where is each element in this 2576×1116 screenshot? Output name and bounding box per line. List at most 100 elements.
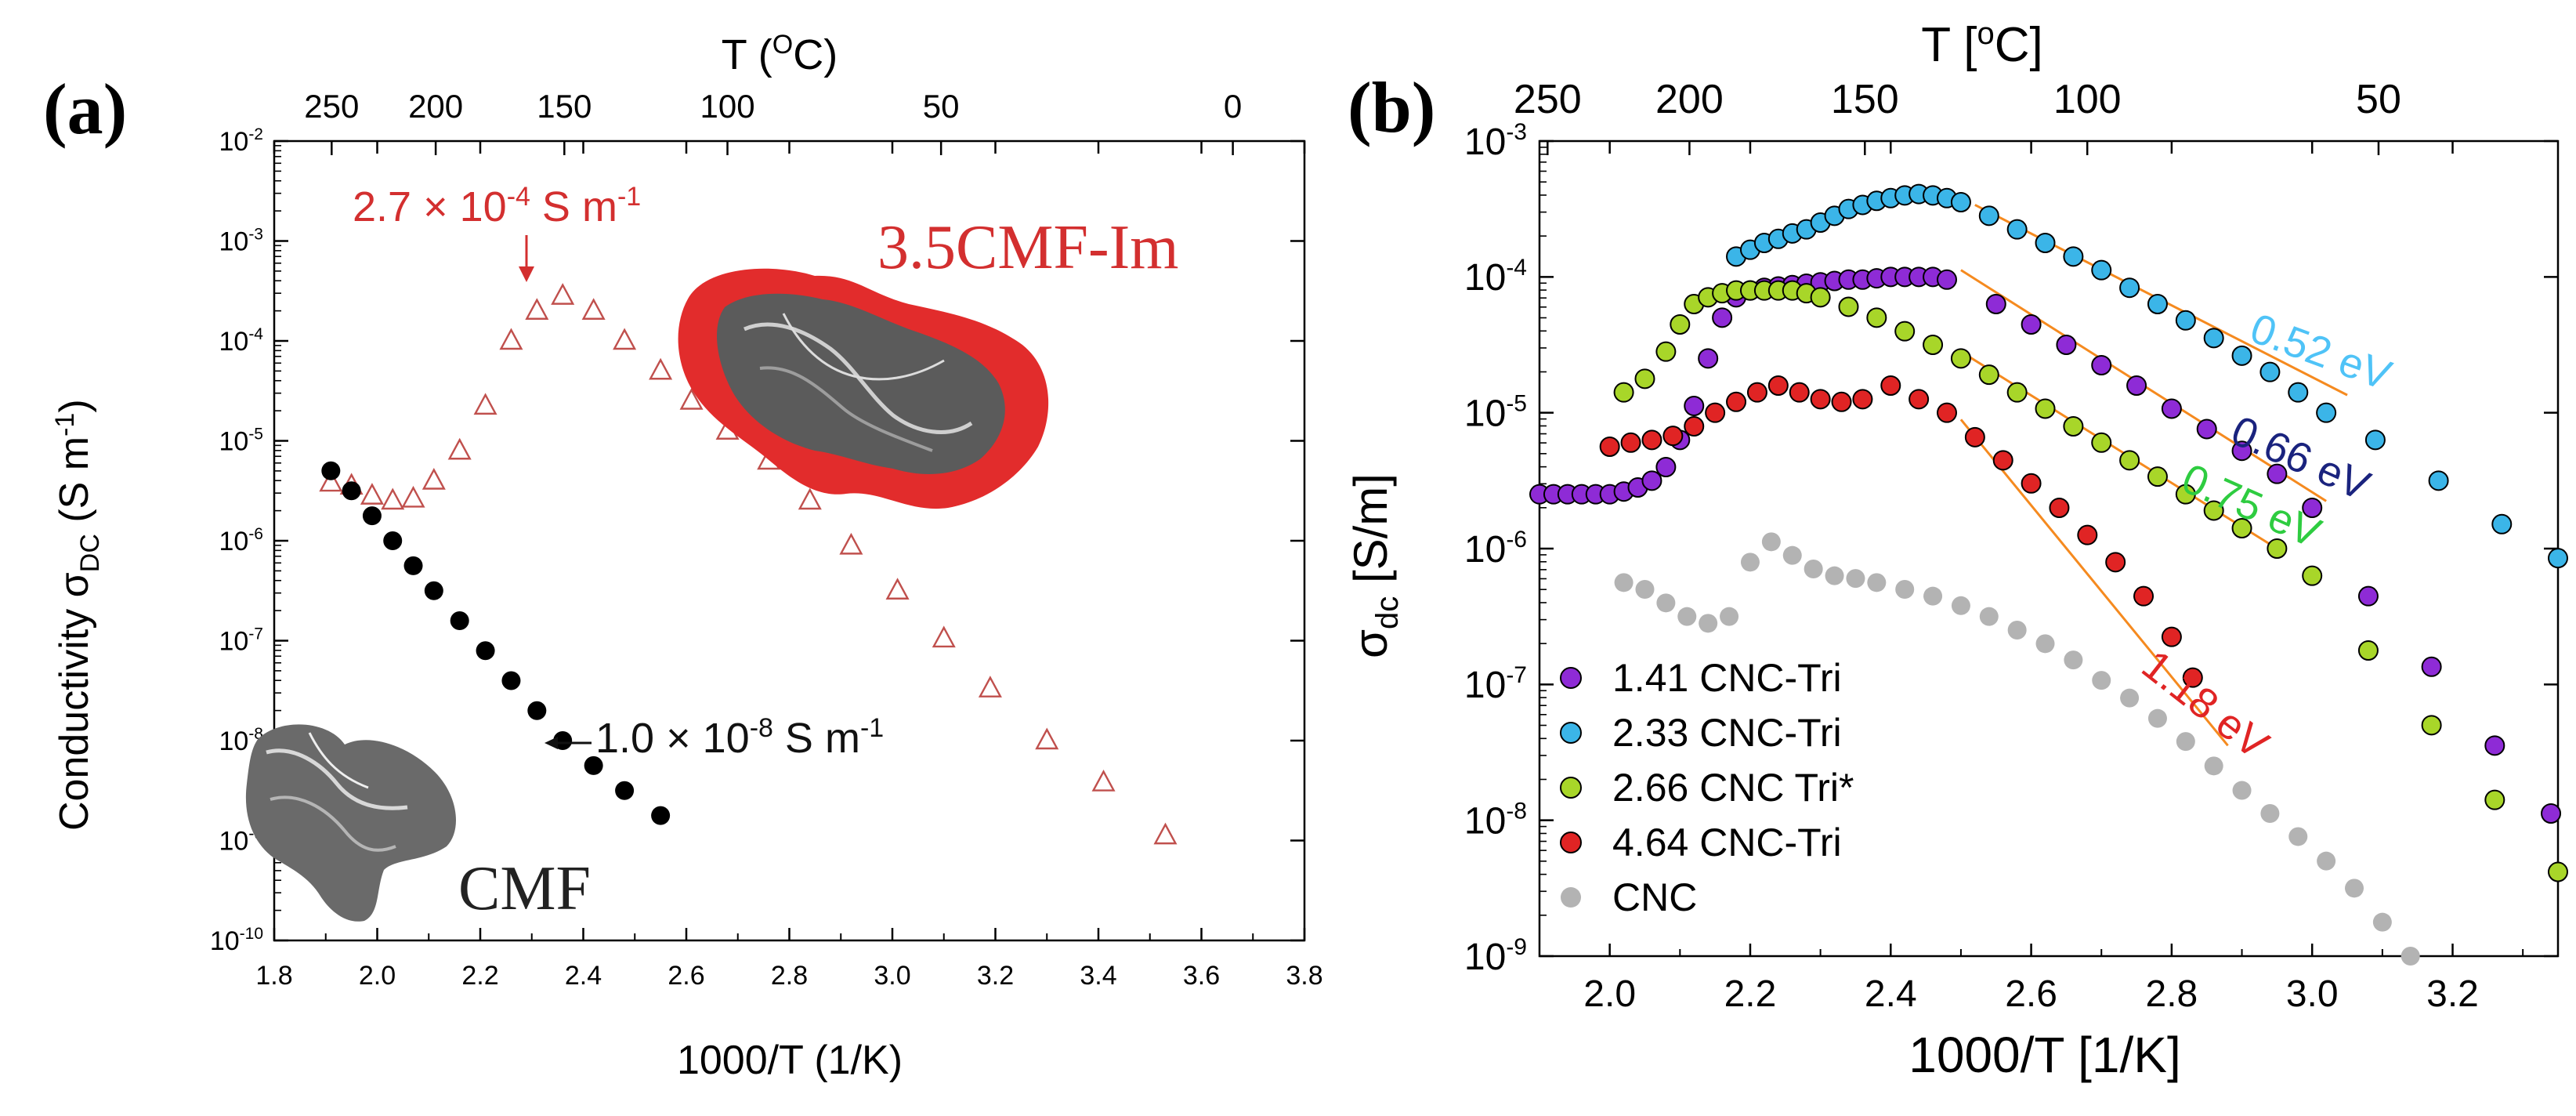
legend-marker	[1560, 667, 1582, 689]
panel-b-top-label-main: T [	[1921, 18, 1977, 72]
data-point-2-33-cnc-tri	[2288, 382, 2309, 403]
data-point-cnc	[1720, 607, 1739, 626]
data-point-cnc	[1656, 593, 1676, 613]
data-point-2-66-cnc-tri-	[2006, 382, 2028, 403]
data-point-4-64-cnc-tri	[1767, 375, 1789, 396]
b-x-tick-label: 2.8	[2146, 973, 2198, 1015]
cmf-im-data-point	[613, 328, 637, 350]
activation-energy-fit-line	[1959, 418, 2229, 747]
data-point-4-64-cnc-tri	[1908, 389, 1930, 410]
data-point-4-64-cnc-tri	[1662, 426, 1684, 447]
data-point-4-64-cnc-tri	[1880, 375, 1901, 396]
b-y-tick-label-exp: -7	[1506, 662, 1527, 688]
data-point-2-66-cnc-tri-	[1838, 296, 1859, 317]
legend-marker	[1560, 832, 1582, 853]
cmf-data-point	[615, 781, 635, 800]
panel-b-y-label-main: σ	[1344, 629, 1397, 658]
cmf-data-point	[321, 461, 341, 480]
data-point-1-41-cnc-tri	[1641, 470, 1662, 491]
data-point-cnc	[2260, 804, 2280, 823]
b-y-tick-label-base: 10	[1464, 121, 1506, 163]
b-y-tick-label-base: 10	[1464, 800, 1506, 842]
cmf-data-point	[362, 506, 382, 526]
panel-b-y-axis-label: σdc [S/m]	[1344, 473, 1405, 658]
data-point-cnc	[1923, 586, 1943, 606]
data-point-cnc	[1979, 607, 1999, 626]
cmf-data-point	[584, 755, 603, 775]
cmf-im-data-point	[473, 393, 497, 415]
data-point-2-33-cnc-tri	[2231, 345, 2252, 366]
panel-b-top-ticks: 250 200 150 100 50	[1514, 77, 2401, 155]
b-x-tick-label: 2.6	[2005, 973, 2057, 1015]
data-point-2-66-cnc-tri-	[2357, 640, 2379, 661]
data-point-2-66-cnc-tri-	[1810, 287, 1831, 308]
cmf-im-data-point	[649, 357, 673, 380]
a-x-tick-label: 2.6	[668, 961, 704, 991]
panel-a-x-ticks: 1.8 2.0 2.2 2.4 2.6 2.8 3.0 3.2 3.4 3.6 3.8	[255, 141, 1323, 991]
b-top-tick-label: 250	[1514, 77, 1582, 122]
cmf-data-point	[383, 531, 403, 550]
data-point-2-66-cnc-tri-	[2231, 518, 2252, 538]
data-point-cnc	[2035, 634, 2055, 654]
data-point-2-33-cnc-tri	[2548, 548, 2568, 569]
data-point-2-33-cnc-tri	[2035, 233, 2056, 253]
b-x-tick-label: 3.2	[2426, 973, 2479, 1015]
data-point-2-33-cnc-tri	[2491, 513, 2513, 534]
cmf-im-data-point	[932, 625, 956, 648]
b-y-tick-label: 10-4	[1464, 255, 1527, 299]
data-point-2-66-cnc-tri-	[1950, 348, 1971, 369]
cmf-data-point	[651, 806, 671, 825]
data-point-2-33-cnc-tri	[2364, 429, 2386, 451]
panel-a-label: (a)	[43, 69, 127, 149]
panel-a-series	[319, 283, 1178, 845]
legend-label: 2.33 CNC-Tri	[1612, 711, 1842, 755]
b-y-tick-label-base: 10	[1464, 665, 1506, 706]
data-point-cnc	[1635, 580, 1655, 599]
cmf-im-data-point	[360, 483, 384, 505]
a-top-tick-label: 250	[304, 88, 359, 125]
data-point-2-33-cnc-tri	[2175, 310, 2196, 331]
data-point-4-64-cnc-tri	[1641, 429, 1662, 451]
data-point-cnc	[1761, 532, 1781, 552]
a-y-tick-label-exp: -5	[248, 425, 263, 443]
data-point-4-64-cnc-tri	[1599, 437, 1620, 457]
cmf-data-point	[476, 641, 495, 661]
b-top-tick-label: 100	[2053, 77, 2122, 122]
data-point-cnc	[2092, 671, 2111, 690]
panel-a-y-ticks: 10-210-310-410-510-610-710-810-910-10	[210, 125, 1304, 956]
activation-energy-label: 1.18 eV	[2133, 641, 2278, 768]
b-y-tick-label: 10-6	[1464, 527, 1527, 571]
a-x-tick-label: 2.4	[565, 961, 602, 991]
data-point-cnc	[1867, 573, 1887, 592]
panel-b-y-label-sub: dc	[1370, 596, 1405, 629]
a-y-tick-label-exp: -10	[240, 925, 263, 943]
panel-a-top-label-main: T (	[722, 31, 772, 78]
b-y-tick-label-exp: -5	[1506, 390, 1527, 416]
panel-b-top-label-close: C]	[1995, 18, 2043, 72]
legend-label: CNC	[1612, 875, 1697, 919]
cmf-im-data-point	[1153, 822, 1178, 845]
cmf-im-data-point	[581, 298, 606, 320]
legend-marker	[1560, 722, 1582, 744]
data-point-2-66-cnc-tri-	[2091, 432, 2112, 453]
a-y-tick-label-base: 10	[219, 726, 248, 756]
data-point-cnc	[2345, 879, 2364, 898]
data-point-4-64-cnc-tri	[2021, 473, 2042, 494]
cmf-label: CMF	[458, 854, 591, 923]
a-y-tick-label: 10-2	[219, 125, 263, 157]
cmf-data-point	[527, 701, 547, 720]
b-y-tick-label-base: 10	[1464, 937, 1506, 978]
data-point-cnc	[2176, 732, 2195, 752]
cmf-im-data-point	[499, 328, 523, 350]
b-x-tick-label: 3.0	[2286, 973, 2339, 1015]
data-point-2-33-cnc-tri	[2063, 246, 2084, 267]
panel-a-y-label-unit-sup: -1	[50, 413, 80, 437]
b-y-tick-label-exp: -4	[1506, 255, 1527, 281]
b-y-tick-label-base: 10	[1464, 529, 1506, 571]
a-y-tick-label: 10-6	[219, 525, 263, 556]
data-point-1-41-cnc-tri	[2484, 735, 2505, 756]
panel-a-y-label-main: Conductivity σ	[52, 572, 97, 831]
cmf-value-main: 1.0 × 10	[595, 715, 750, 762]
data-point-cnc	[1804, 560, 1823, 578]
panel-b-x-ticks: 2.0 2.2 2.4 2.6 2.8 3.0 3.2	[1539, 141, 2524, 1015]
